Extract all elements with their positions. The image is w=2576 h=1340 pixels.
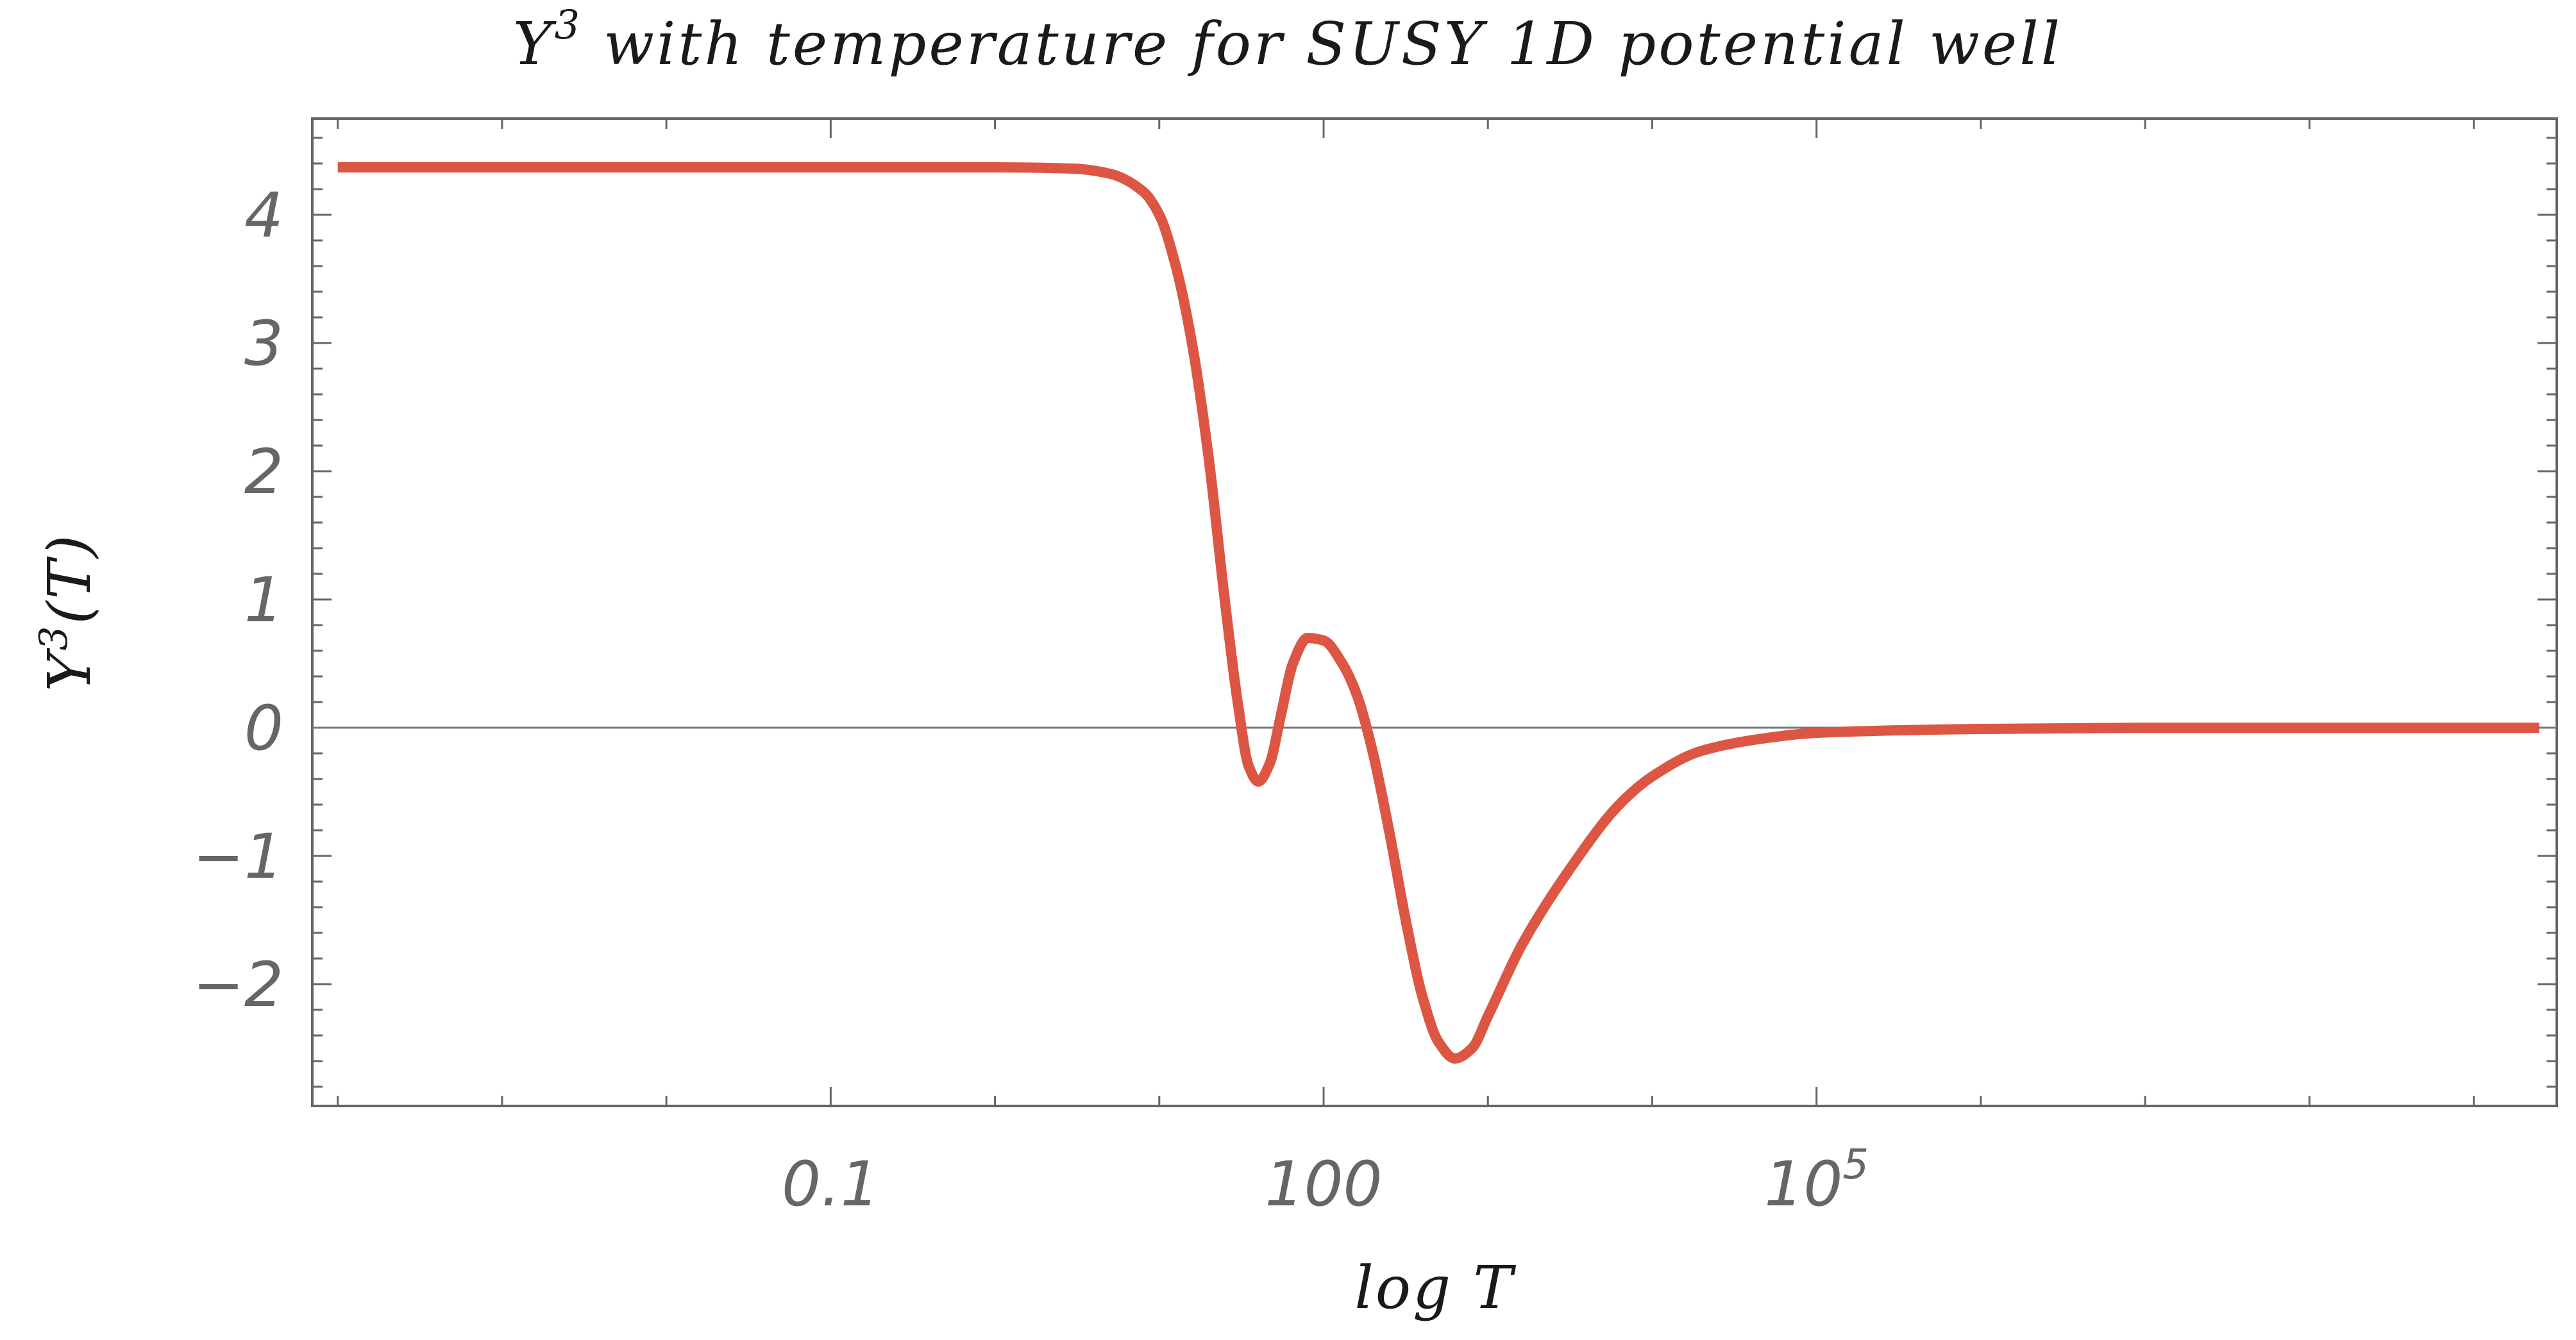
y-axis-label: Y3(T) xyxy=(31,533,104,691)
x-tick-label: 100 xyxy=(1265,1148,1382,1220)
y-tick-label: 1 xyxy=(244,564,283,636)
y-axis-tick-labels: −2 −1 0 1 2 3 4 xyxy=(192,180,283,1021)
chart-title: Y3 with temperature for SUSY 1D potentia… xyxy=(513,1,2062,78)
x-axis-tick-labels: 0.1 100 105 xyxy=(782,1141,1869,1220)
x-tick-label: 105 xyxy=(1764,1141,1869,1220)
y-tick-label: 4 xyxy=(244,180,283,251)
series-line xyxy=(337,162,2539,1064)
y-axis-ticks xyxy=(312,137,2557,1088)
y-tick-label: −2 xyxy=(192,949,283,1021)
y-tick-label: 2 xyxy=(244,436,283,508)
series-group xyxy=(337,162,2539,1064)
plot-frame xyxy=(311,117,2558,1107)
y-tick-label: 0 xyxy=(244,692,283,764)
x-axis-label: log T xyxy=(1354,1253,1516,1322)
y-tick-label: 3 xyxy=(244,308,283,380)
x-tick-label: 0.1 xyxy=(782,1148,880,1220)
x-axis-ticks xyxy=(337,119,2475,1106)
y-tick-label: −1 xyxy=(192,821,283,892)
